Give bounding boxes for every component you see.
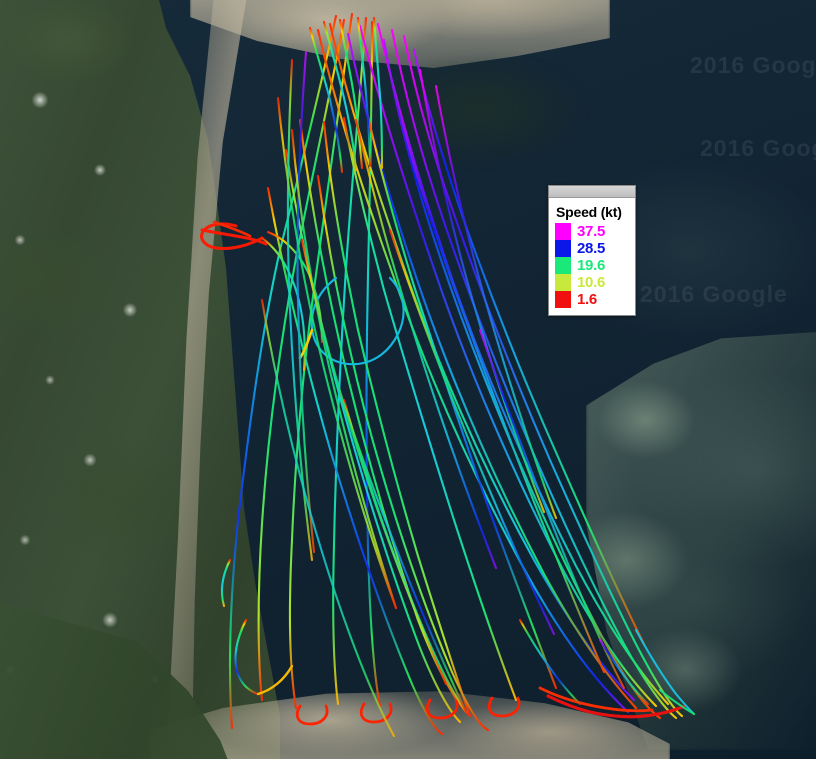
legend-value-label: 10.6 [577,274,605,291]
legend-row: 19.6 [555,257,629,274]
legend-color-swatch [555,223,571,240]
legend-row: 37.5 [555,223,629,240]
legend-color-swatch [555,274,571,291]
legend-color-swatch [555,257,571,274]
reef-east-layer [586,330,816,750]
legend-value-label: 37.5 [577,223,605,240]
legend-title: Speed (kt) [556,204,622,220]
legend-row: 10.6 [555,274,629,291]
legend-value-label: 19.6 [577,257,605,274]
legend-body: Speed (kt) 37.5 28.5 19.6 10.6 [549,198,635,315]
legend-row: 28.5 [555,240,629,257]
legend-value-label: 1.6 [577,291,597,308]
legend-entries: 37.5 28.5 19.6 10.6 1.6 [555,223,629,308]
legend-value-label: 28.5 [577,240,605,257]
legend-title-bar[interactable] [549,186,635,198]
legend-row: 1.6 [555,291,629,308]
legend-color-swatch [555,291,571,308]
legend-color-swatch [555,240,571,257]
speed-legend[interactable]: Speed (kt) 37.5 28.5 19.6 10.6 [548,185,636,316]
mudflat-north-layer [330,40,630,210]
